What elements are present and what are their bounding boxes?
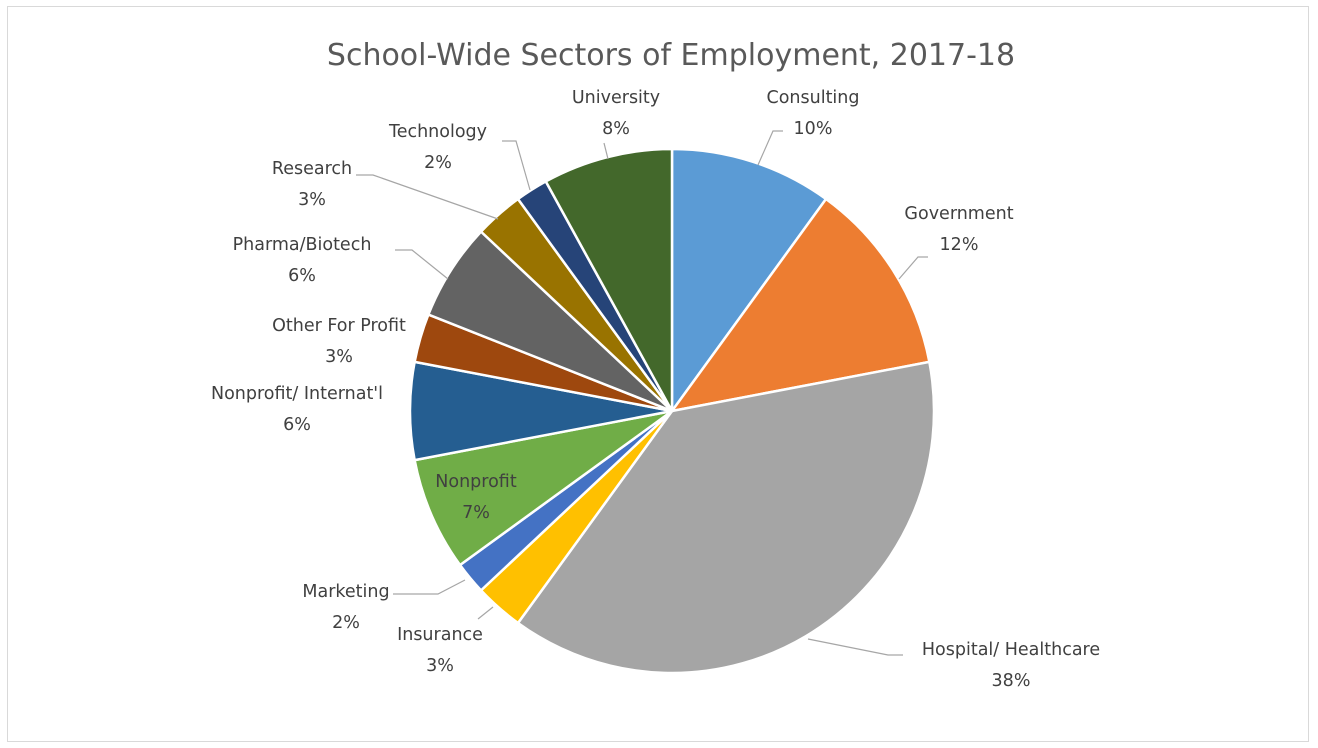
data-label-category: Technology	[388, 122, 487, 142]
data-label-category: University	[572, 88, 660, 108]
data-label-value: 3%	[298, 190, 326, 210]
leader-line	[603, 142, 609, 160]
data-label-category: Nonprofit/ Internat'l	[211, 384, 383, 404]
data-label-category: Consulting	[766, 88, 859, 108]
leader-line	[477, 606, 494, 620]
data-label: University 8%	[572, 88, 660, 139]
data-label-category: Government	[904, 204, 1013, 224]
data-label: Nonprofit/ Internat'l 6%	[211, 384, 383, 435]
pie-slice-hospital-healthcare	[516, 360, 936, 675]
data-label-category: Research	[272, 159, 352, 179]
pie-slices	[408, 147, 936, 675]
leader-line	[807, 638, 903, 656]
pie-slice-nonprofit	[413, 409, 674, 567]
data-label: Research 3%	[272, 159, 352, 210]
pie-chart: School-Wide Sectors of Employment, 2017-…	[211, 38, 1100, 691]
data-label-value: 8%	[602, 119, 630, 139]
leader-line	[393, 579, 466, 595]
data-label: Consulting 10%	[766, 88, 859, 139]
pie-slice-consulting	[670, 147, 828, 413]
data-label-value: 38%	[992, 671, 1031, 691]
leader-line	[757, 130, 783, 166]
pie-slice-government	[670, 197, 931, 413]
chart-title: School-Wide Sectors of Employment, 2017-…	[327, 38, 1015, 73]
data-label-category: Marketing	[302, 582, 389, 602]
chart-area: School-Wide Sectors of Employment, 2017-…	[7, 6, 1309, 742]
leader-lines	[356, 130, 928, 656]
data-label-value: 2%	[332, 613, 360, 633]
data-label: Hospital/ Healthcare 38%	[922, 640, 1100, 691]
leader-line	[356, 174, 499, 220]
data-label: Marketing 2%	[302, 582, 389, 633]
data-label: Technology 2%	[388, 122, 487, 173]
leader-line	[898, 256, 928, 280]
data-label-category: Pharma/Biotech	[233, 235, 372, 255]
data-label: Pharma/Biotech 6%	[233, 235, 372, 286]
data-label: Insurance 3%	[397, 625, 483, 676]
data-label-category: Other For Profit	[272, 316, 406, 336]
data-label-value: 12%	[940, 235, 979, 255]
data-label-value: 3%	[426, 656, 454, 676]
data-label-category: Nonprofit	[435, 472, 517, 492]
leader-line	[502, 140, 531, 191]
data-label-value: 2%	[424, 153, 452, 173]
data-labels: Consulting 10% Government 12% Hospital/ Heal…	[211, 88, 1100, 691]
data-label: Government 12%	[904, 204, 1013, 255]
data-label-value: 6%	[288, 266, 316, 286]
data-label-category: Hospital/ Healthcare	[922, 640, 1100, 660]
data-label-value: 10%	[794, 119, 833, 139]
data-label-value: 7%	[462, 503, 490, 523]
data-label: Nonprofit 7%	[435, 472, 517, 523]
data-label-category: Insurance	[397, 625, 483, 645]
data-label-value: 6%	[283, 415, 311, 435]
pie-slice-university	[544, 147, 674, 413]
data-label-value: 3%	[325, 347, 353, 367]
leader-line	[395, 249, 449, 280]
data-label: Other For Profit 3%	[272, 316, 406, 367]
